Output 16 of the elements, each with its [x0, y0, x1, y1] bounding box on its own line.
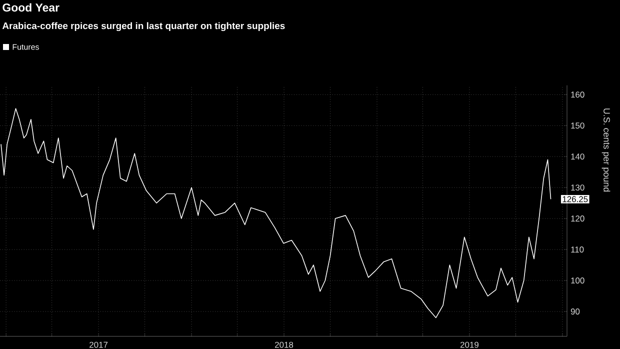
chart-title: Good Year	[2, 3, 60, 12]
y-tick-label: 120	[571, 216, 584, 222]
chart-subtitle: Arabica-coffee rpices surged in last quarter on tighter supplies	[2, 22, 285, 32]
x-tick-label: 2017	[90, 342, 108, 348]
y-tick-label: 150	[571, 122, 584, 129]
y-tick-label: 140	[571, 154, 584, 160]
y-tick-label: 100	[571, 278, 584, 284]
x-tick-label: 2019	[460, 342, 478, 348]
y-tick-label: 160	[571, 92, 584, 98]
y-tick-label: 90	[570, 308, 580, 314]
y-tick-label: 110	[571, 246, 584, 253]
annotation: 126.25	[562, 196, 588, 202]
line-series	[0, 108, 552, 318]
y-tick-label: 130	[571, 184, 584, 191]
y-axis-title: U.S. cents per pound	[602, 108, 610, 192]
x-tick-label: 2018	[275, 342, 294, 348]
